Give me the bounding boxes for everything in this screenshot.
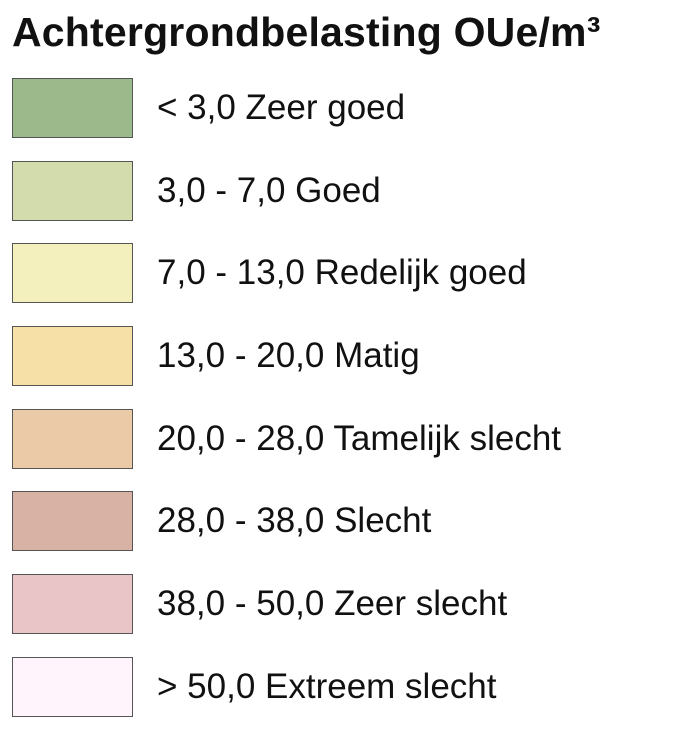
color-swatch (12, 408, 133, 469)
legend-item: 13,0 - 20,0 Matig (12, 325, 561, 387)
legend-item: < 3,0 Zeer goed (12, 77, 561, 139)
legend-item: 38,0 - 50,0 Zeer slecht (12, 573, 561, 635)
legend-item: > 50,0 Extreem slecht (12, 656, 561, 718)
color-swatch (12, 491, 133, 552)
legend-item-label: 7,0 - 13,0 Redelijk goed (157, 253, 527, 293)
legend-item-label: 13,0 - 20,0 Matig (157, 336, 420, 376)
legend-item: 3,0 - 7,0 Goed (12, 160, 561, 222)
legend-item-label: > 50,0 Extreem slecht (157, 666, 497, 706)
legend-item: 20,0 - 28,0 Tamelijk slecht (12, 408, 561, 470)
color-swatch (12, 78, 133, 138)
color-swatch (12, 160, 133, 221)
color-swatch (12, 243, 133, 304)
legend-item-label: < 3,0 Zeer goed (157, 88, 406, 127)
color-swatch (12, 574, 133, 635)
legend-title: Achtergrondbelasting OUe/m³ (12, 9, 601, 55)
color-swatch (12, 326, 133, 387)
legend-item-label: 38,0 - 50,0 Zeer slecht (157, 584, 508, 624)
legend-list: < 3,0 Zeer goed 3,0 - 7,0 Goed 7,0 - 13,… (12, 77, 561, 739)
legend-item-label: 20,0 - 28,0 Tamelijk slecht (157, 418, 562, 458)
color-swatch (12, 656, 133, 717)
legend-item: 28,0 - 38,0 Slecht (12, 490, 561, 552)
legend-item-label: 3,0 - 7,0 Goed (157, 170, 381, 210)
legend-item: 7,0 - 13,0 Redelijk goed (12, 242, 561, 304)
legend-item-label: 28,0 - 38,0 Slecht (157, 501, 432, 541)
